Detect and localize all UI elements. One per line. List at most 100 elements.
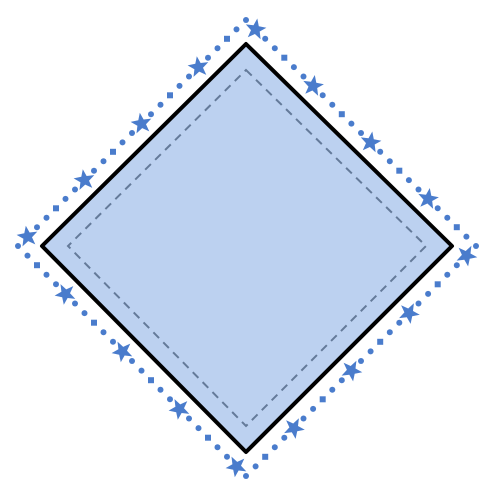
- dot-icon: [138, 367, 145, 374]
- star-icon: [130, 112, 152, 134]
- dot-icon: [338, 377, 345, 384]
- square-dot-icon: [110, 148, 116, 155]
- star-icon: [418, 188, 439, 209]
- star-icon: [303, 75, 324, 96]
- dot-icon: [214, 45, 221, 52]
- dot-icon: [377, 148, 384, 155]
- dot-icon: [72, 186, 78, 193]
- dot-icon: [319, 92, 326, 99]
- dot-icon: [15, 243, 21, 249]
- dot-icon: [300, 73, 307, 80]
- square-dot-icon: [34, 262, 40, 269]
- square-dot-icon: [434, 281, 441, 288]
- dot-icon: [224, 453, 230, 460]
- dot-icon: [243, 17, 249, 23]
- dot-icon: [205, 54, 211, 61]
- dot-icon: [367, 348, 374, 355]
- dot-icon: [329, 101, 336, 108]
- square-dot-icon: [281, 54, 288, 61]
- dot-icon: [100, 329, 107, 336]
- star-icon: [456, 245, 478, 267]
- dot-icon: [396, 319, 403, 326]
- dot-icon: [176, 82, 183, 89]
- inner-dashed-outline: [66, 68, 428, 428]
- star-icon: [399, 303, 420, 324]
- square-dot-icon: [91, 319, 97, 326]
- dot-icon: [72, 300, 78, 307]
- dot-icon: [148, 111, 154, 118]
- dot-icon: [43, 271, 50, 278]
- dot-icon: [262, 35, 269, 42]
- star-icon: [284, 418, 305, 439]
- dot-icon: [100, 158, 107, 165]
- square-dot-icon: [205, 434, 211, 441]
- dot-icon: [415, 300, 422, 307]
- dot-icon: [444, 271, 451, 278]
- square-dot-icon: [396, 167, 403, 174]
- dot-icon: [186, 415, 192, 422]
- dot-icon: [348, 120, 355, 127]
- dot-icon: [81, 310, 88, 317]
- dot-icon: [233, 26, 240, 33]
- square-dot-icon: [377, 338, 384, 345]
- dot-icon: [157, 386, 164, 393]
- dot-icon: [415, 186, 422, 193]
- square-dot-icon: [319, 396, 326, 403]
- dot-icon: [62, 195, 69, 202]
- dot-icon: [129, 130, 135, 136]
- dot-icon: [473, 243, 479, 249]
- dot-icon: [444, 214, 451, 221]
- dot-icon: [186, 73, 192, 80]
- star-icon: [225, 456, 247, 478]
- dot-icon: [110, 338, 116, 345]
- square-dot-icon: [167, 92, 173, 99]
- dot-icon: [310, 405, 317, 412]
- dot-icon: [358, 358, 364, 364]
- dot-icon: [358, 130, 364, 136]
- dot-icon: [434, 205, 441, 212]
- dot-icon: [34, 224, 40, 231]
- star-icon: [16, 225, 38, 247]
- dot-icon: [119, 139, 126, 146]
- star-icon: [111, 341, 133, 363]
- dot-icon: [290, 64, 297, 71]
- square-dot-icon: [53, 205, 59, 212]
- star-icon: [187, 56, 209, 77]
- star-icon: [341, 360, 363, 382]
- dot-icon: [167, 396, 173, 403]
- dot-icon: [243, 473, 249, 479]
- dot-icon: [463, 233, 470, 240]
- dot-icon: [214, 444, 221, 451]
- square-dot-icon: [453, 224, 460, 231]
- dot-icon: [386, 329, 393, 336]
- dot-icon: [195, 425, 202, 432]
- dot-icon: [281, 434, 288, 441]
- square-dot-icon: [338, 111, 345, 118]
- star-icon: [73, 169, 95, 190]
- dot-icon: [43, 214, 50, 221]
- star-icon: [360, 131, 382, 153]
- square-dot-icon: [148, 377, 154, 384]
- dot-icon: [157, 101, 164, 108]
- dot-icon: [329, 386, 336, 393]
- dot-icon: [252, 463, 259, 470]
- decoration-layer: [15, 17, 479, 479]
- dot-icon: [300, 415, 307, 422]
- star-icon: [54, 284, 76, 305]
- dot-icon: [271, 444, 278, 451]
- dot-icon: [453, 262, 460, 269]
- square-dot-icon: [224, 35, 230, 42]
- dot-icon: [386, 158, 393, 165]
- dot-icon: [53, 281, 59, 288]
- star-icon: [245, 18, 267, 40]
- dot-icon: [405, 177, 412, 184]
- dot-icon: [24, 252, 31, 259]
- dot-icon: [129, 358, 135, 364]
- dot-icon: [271, 45, 278, 52]
- dot-icon: [425, 290, 432, 297]
- dot-icon: [91, 167, 97, 174]
- star-icon: [168, 399, 190, 420]
- square-dot-icon: [262, 453, 269, 460]
- diamond-shape: [40, 42, 454, 454]
